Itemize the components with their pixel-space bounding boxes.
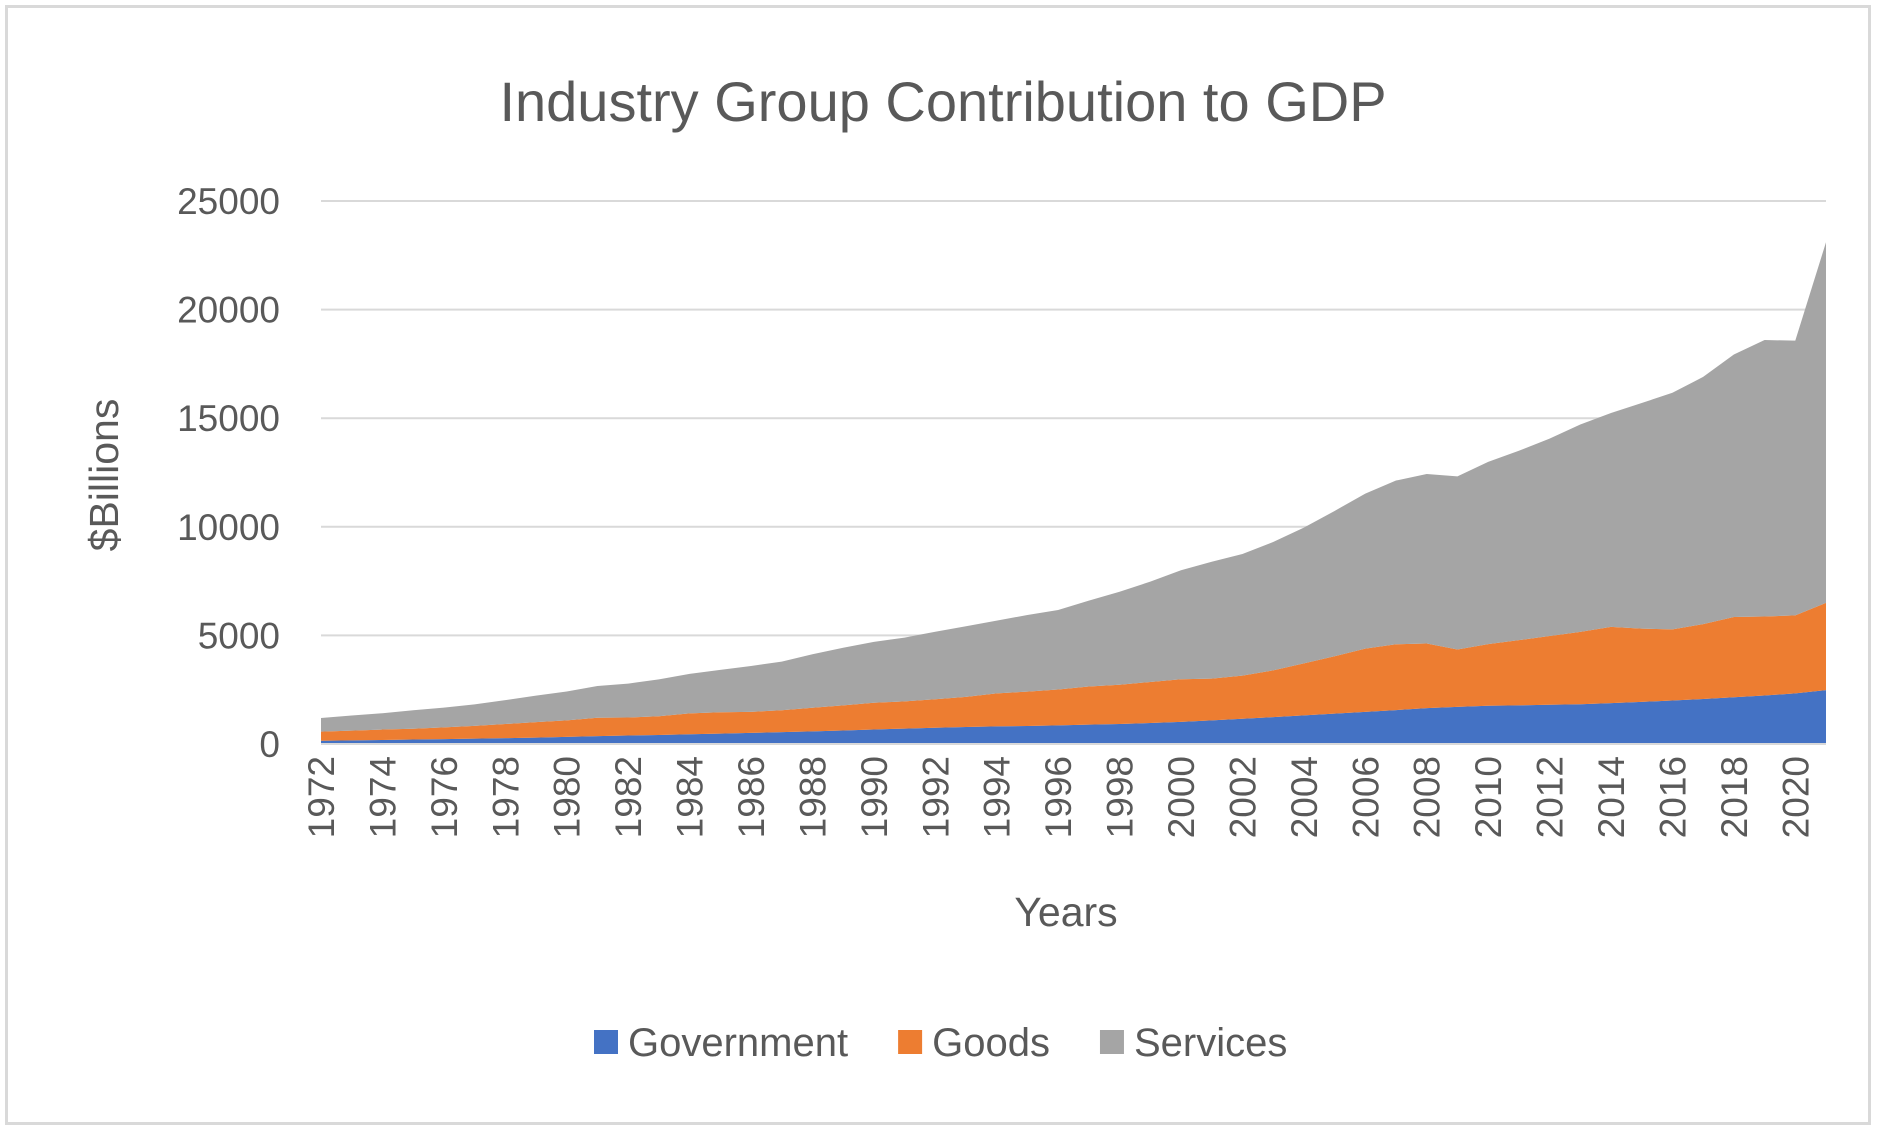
chart-title: Industry Group Contribution to GDP [499,70,1386,133]
x-tick-label: 1982 [608,756,649,838]
x-tick-label: 1980 [547,756,588,838]
y-tick-label: 15000 [177,398,280,439]
legend-swatch-services [1099,1030,1124,1054]
y-tick-label: 0 [259,724,280,765]
x-tick-label: 2012 [1530,756,1571,838]
x-tick-label: 1994 [977,756,1018,838]
x-tick-label: 2010 [1468,756,1509,838]
x-tick-label: 2002 [1222,756,1263,838]
x-tick-label: 2006 [1345,756,1386,838]
chart-svg: Industry Group Contribution to GDP 0 5000… [81,70,1826,1065]
x-tick-label: 1996 [1038,756,1079,838]
x-axis-title: Years [1014,889,1117,935]
x-tick-label: 1988 [792,756,833,838]
x-tick-label: 2008 [1407,756,1448,838]
x-tick-label: 2014 [1591,756,1632,838]
stacked-areas [321,242,1826,744]
area-goods [321,602,1826,741]
area-services [321,242,1826,732]
x-tick-label: 1984 [670,756,711,838]
legend-label-government: Government [628,1021,848,1065]
area-government [321,690,1826,744]
y-axis-title: $Billions [81,399,127,552]
y-tick-label: 10000 [177,507,280,548]
x-tick-label: 1986 [731,756,772,838]
y-tick-label: 20000 [177,290,280,331]
x-tick-label: 1992 [915,756,956,838]
x-tick-label: 2004 [1284,756,1325,838]
legend-label-services: Services [1134,1021,1287,1065]
legend-swatch-government [594,1030,618,1054]
x-tick-label: 2020 [1775,756,1816,838]
x-tick-label: 1990 [854,756,895,838]
x-tick-label: 2000 [1161,756,1202,838]
x-axis-tick-labels: 1972 1974 1976 1978 1980 1982 1984 1986 1988 1990… [301,756,1816,838]
x-tick-label: 2016 [1652,756,1693,838]
x-tick-label: 1974 [362,756,403,838]
x-tick-label: 1976 [424,756,465,838]
x-tick-label: 1998 [1100,756,1141,838]
x-tick-label: 2018 [1714,756,1755,838]
x-tick-label: 1972 [301,756,342,838]
x-tick-label: 1978 [485,756,526,838]
y-axis-tick-labels: 0 5000 10000 15000 20000 25000 [177,181,280,765]
legend: Government Goods Services [594,1021,1287,1065]
legend-swatch-goods [898,1030,923,1054]
y-tick-label: 5000 [198,615,280,656]
legend-label-goods: Goods [932,1021,1050,1065]
chart-frame: Industry Group Contribution to GDP 0 5000… [5,5,1871,1125]
y-tick-label: 25000 [177,181,280,222]
